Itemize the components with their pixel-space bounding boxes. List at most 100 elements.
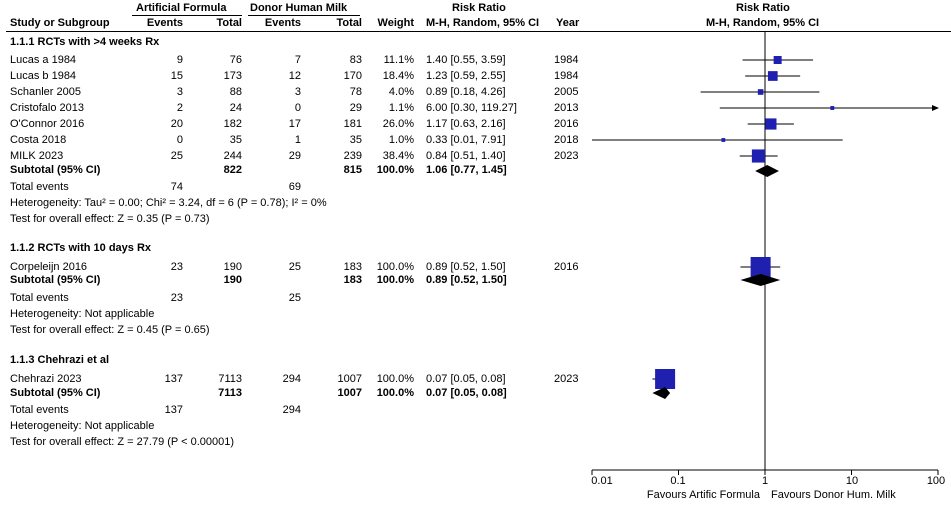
subtotal-label: Subtotal (95% CI) — [10, 387, 101, 399]
subtotal-ci: 0.07 [0.05, 0.08] — [426, 387, 507, 399]
subtotal-total-af: 190 — [223, 274, 242, 286]
subtotal-weight: 100.0% — [376, 164, 414, 176]
study-name: Schanler 2005 — [10, 86, 81, 98]
study-name: Chehrazi 2023 — [10, 373, 82, 385]
total-af: 190 — [223, 261, 242, 273]
total-af: 182 — [223, 118, 242, 130]
subtotal-total-dhm: 1007 — [337, 387, 362, 399]
events-dhm: 294 — [282, 373, 301, 385]
total-af: 88 — [229, 86, 242, 98]
study-square — [765, 118, 777, 130]
header-weight: Weight — [377, 17, 414, 29]
events-dhm: 25 — [288, 261, 301, 273]
subtotal-ci: 1.06 [0.77, 1.45] — [426, 164, 507, 176]
events-af: 0 — [176, 134, 183, 146]
study-name: Lucas b 1984 — [10, 70, 77, 82]
header-year: Year — [556, 17, 580, 29]
axis-tick-label: 1 — [761, 475, 769, 487]
events-af: 3 — [176, 86, 183, 98]
group-header-donor-human-milk: Donor Human Milk — [250, 2, 348, 14]
weight: 4.0% — [388, 86, 414, 98]
study-name: O'Connor 2016 — [10, 118, 85, 130]
events-dhm: 12 — [288, 70, 301, 82]
weight: 1.1% — [388, 102, 414, 114]
year: 1984 — [554, 54, 579, 66]
total-events-dhm: 69 — [288, 181, 301, 193]
subtotal-diamond — [740, 274, 781, 286]
total-events-label: Total events — [10, 404, 69, 416]
subtotal-total-af: 7113 — [218, 387, 242, 399]
total-events-label: Total events — [10, 181, 69, 193]
header-events-af: Events — [146, 17, 183, 29]
rr-ci: 0.89 [0.52, 1.50] — [426, 261, 506, 273]
year: 2016 — [554, 118, 579, 130]
rr-ci: 0.07 [0.05, 0.08] — [426, 373, 506, 385]
header-risk-ratio: Risk Ratio — [452, 2, 506, 14]
total-dhm: 1007 — [337, 373, 362, 385]
total-dhm: 239 — [343, 150, 362, 162]
year: 2016 — [554, 261, 579, 273]
year: 2018 — [554, 134, 579, 146]
total-events-af: 74 — [170, 181, 183, 193]
header-total-af: Total — [216, 17, 242, 29]
weight: 18.4% — [382, 70, 414, 82]
year: 2005 — [554, 86, 579, 98]
total-dhm: 78 — [349, 86, 362, 98]
study-square — [655, 369, 676, 389]
weight: 38.4% — [382, 150, 414, 162]
rr-ci: 0.33 [0.01, 7.91] — [426, 134, 506, 146]
events-af: 20 — [170, 118, 183, 130]
heterogeneity-text: Heterogeneity: Tau² = 0.00; Chi² = 3.24,… — [10, 197, 327, 209]
header-events-dhm: Events — [264, 17, 301, 29]
study-square — [751, 149, 766, 163]
study-name: Costa 2018 — [10, 134, 67, 146]
total-dhm: 181 — [343, 118, 362, 130]
subtotal-weight: 100.0% — [376, 387, 414, 399]
subgroup-title: 1.1.3 Chehrazi et al — [10, 354, 110, 366]
events-af: 2 — [176, 102, 183, 114]
study-name: Lucas a 1984 — [10, 54, 77, 66]
rr-ci: 0.84 [0.51, 1.40] — [426, 150, 506, 162]
header-rule — [6, 31, 951, 32]
header-study: Study or Subgroup — [10, 17, 110, 29]
subtotal-ci: 0.89 [0.52, 1.50] — [426, 274, 507, 286]
total-dhm: 170 — [343, 70, 362, 82]
subgroup-title: 1.1.1 RCTs with >4 weeks Rx — [10, 36, 160, 48]
total-events-dhm: 25 — [288, 292, 301, 304]
total-dhm: 35 — [349, 134, 362, 146]
year: 2023 — [554, 150, 579, 162]
subtotal-diamond — [755, 165, 779, 177]
study-square — [767, 71, 778, 81]
total-dhm: 183 — [343, 261, 362, 273]
study-name: Corpeleijn 2016 — [10, 261, 88, 273]
study-square — [721, 138, 726, 142]
axis-tick-label: 10 — [845, 475, 859, 487]
events-dhm: 7 — [294, 54, 301, 66]
study-square — [773, 56, 782, 64]
total-events-label: Total events — [10, 292, 69, 304]
events-af: 25 — [170, 150, 183, 162]
total-af: 76 — [229, 54, 242, 66]
axis-tick-label: 0.1 — [670, 475, 686, 487]
study-square — [830, 106, 835, 110]
rr-ci: 1.23 [0.59, 2.55] — [426, 70, 506, 82]
total-events-af: 23 — [170, 292, 183, 304]
total-af: 173 — [223, 70, 242, 82]
year: 2023 — [554, 373, 579, 385]
overall-effect-text: Test for overall effect: Z = 0.45 (P = 0… — [10, 324, 210, 336]
axis-tick-label: 0.01 — [591, 475, 613, 487]
rr-ci: 1.17 [0.63, 2.16] — [426, 118, 506, 130]
subtotal-label: Subtotal (95% CI) — [10, 164, 101, 176]
ci-arrow — [932, 105, 939, 111]
overall-effect-text: Test for overall effect: Z = 0.35 (P = 0… — [10, 213, 210, 225]
header-total-dhm: Total — [336, 17, 362, 29]
study-square — [757, 89, 764, 95]
rr-ci: 1.40 [0.55, 3.59] — [426, 54, 506, 66]
axis-tick-label: 100 — [926, 475, 946, 487]
subtotal-label: Subtotal (95% CI) — [10, 274, 101, 286]
header-plot-risk-ratio: Risk Ratio — [736, 2, 790, 14]
study-name: Cristofalo 2013 — [10, 102, 84, 114]
events-dhm: 1 — [294, 134, 301, 146]
favours-left-label: Favours Artific Formula — [646, 489, 760, 501]
